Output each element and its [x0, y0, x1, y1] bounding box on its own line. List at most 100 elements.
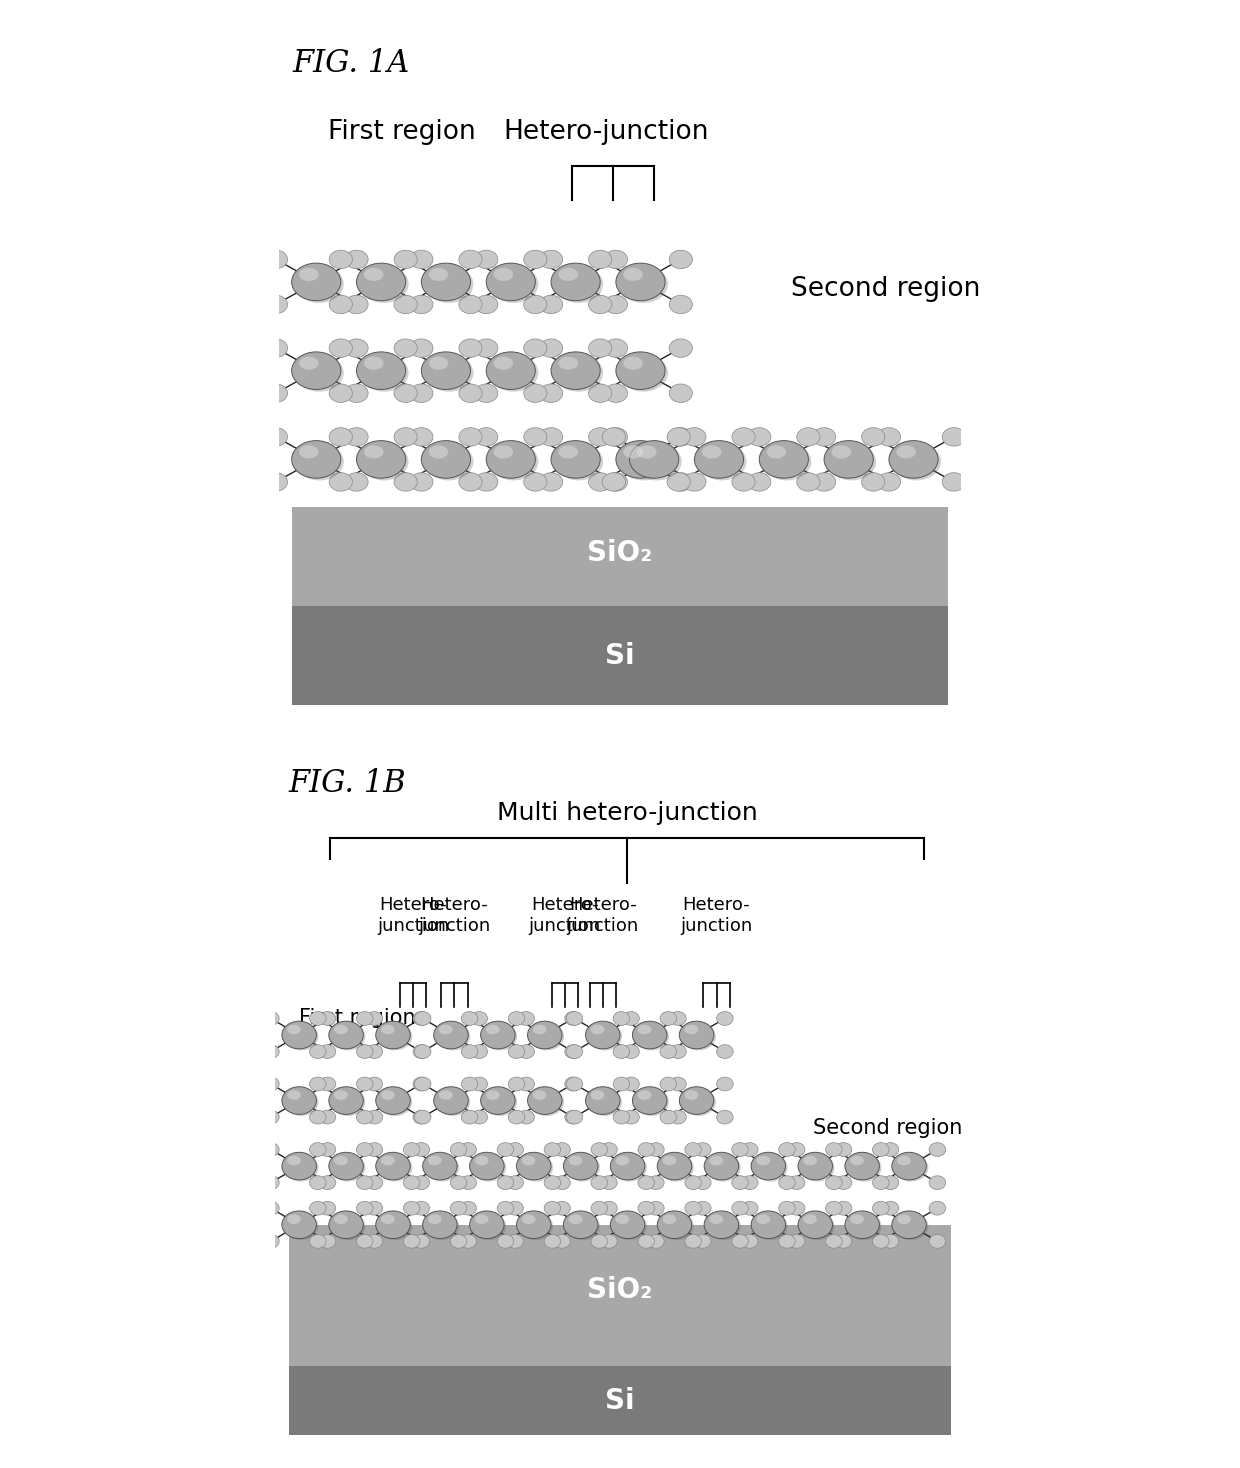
Ellipse shape	[789, 1142, 805, 1157]
Ellipse shape	[471, 1011, 487, 1025]
Ellipse shape	[394, 427, 417, 446]
Ellipse shape	[471, 1078, 487, 1091]
Ellipse shape	[897, 1155, 911, 1166]
Ellipse shape	[742, 1176, 758, 1189]
Ellipse shape	[763, 443, 811, 480]
Ellipse shape	[942, 427, 966, 446]
Ellipse shape	[564, 1110, 582, 1124]
Text: Hetero-junction: Hetero-junction	[503, 119, 709, 145]
Ellipse shape	[637, 1091, 651, 1100]
Ellipse shape	[345, 295, 368, 314]
Ellipse shape	[345, 473, 368, 492]
Ellipse shape	[704, 1152, 739, 1180]
Ellipse shape	[475, 1155, 489, 1166]
Ellipse shape	[622, 1011, 640, 1025]
Ellipse shape	[670, 295, 692, 314]
Ellipse shape	[717, 1110, 733, 1124]
Ellipse shape	[522, 1214, 536, 1224]
Ellipse shape	[544, 1201, 560, 1216]
Ellipse shape	[929, 1142, 946, 1157]
Ellipse shape	[460, 1201, 476, 1216]
Ellipse shape	[564, 1078, 582, 1091]
Ellipse shape	[667, 427, 691, 446]
Ellipse shape	[647, 1235, 665, 1248]
Ellipse shape	[424, 443, 474, 480]
Text: Hetero-
junction: Hetero- junction	[377, 895, 449, 935]
Ellipse shape	[288, 1214, 301, 1224]
Ellipse shape	[632, 443, 682, 480]
Ellipse shape	[461, 1078, 477, 1091]
Ellipse shape	[429, 357, 449, 370]
Ellipse shape	[670, 473, 692, 492]
Ellipse shape	[378, 1154, 413, 1182]
Ellipse shape	[680, 1086, 714, 1114]
Ellipse shape	[851, 1155, 864, 1166]
Ellipse shape	[613, 1154, 647, 1182]
Ellipse shape	[624, 445, 642, 458]
Ellipse shape	[461, 1110, 477, 1124]
Ellipse shape	[414, 1110, 432, 1124]
Ellipse shape	[356, 1201, 373, 1216]
Ellipse shape	[482, 1023, 517, 1051]
Ellipse shape	[894, 1213, 929, 1240]
Ellipse shape	[494, 357, 513, 370]
Bar	[289, 1367, 951, 1436]
Ellipse shape	[471, 1110, 487, 1124]
Ellipse shape	[518, 1213, 553, 1240]
Ellipse shape	[635, 1023, 670, 1051]
Ellipse shape	[799, 1211, 832, 1239]
Ellipse shape	[894, 1154, 929, 1182]
Ellipse shape	[413, 1201, 429, 1216]
Ellipse shape	[558, 357, 578, 370]
Ellipse shape	[403, 1176, 420, 1189]
Ellipse shape	[670, 339, 692, 357]
Ellipse shape	[873, 1142, 889, 1157]
Ellipse shape	[836, 1201, 852, 1216]
Ellipse shape	[551, 263, 600, 301]
Ellipse shape	[709, 1155, 723, 1166]
Ellipse shape	[539, 339, 563, 357]
Ellipse shape	[812, 427, 836, 446]
Ellipse shape	[873, 1235, 889, 1248]
Ellipse shape	[558, 267, 578, 280]
Ellipse shape	[356, 1176, 373, 1189]
Ellipse shape	[264, 295, 288, 314]
Ellipse shape	[329, 1211, 363, 1239]
Ellipse shape	[378, 1023, 413, 1051]
Ellipse shape	[742, 1235, 758, 1248]
Ellipse shape	[414, 1078, 432, 1091]
Ellipse shape	[539, 295, 563, 314]
Ellipse shape	[826, 1142, 842, 1157]
Ellipse shape	[694, 1142, 711, 1157]
Text: FIG. 1A: FIG. 1A	[293, 48, 409, 79]
Ellipse shape	[604, 295, 627, 314]
Ellipse shape	[804, 1155, 817, 1166]
Ellipse shape	[263, 1045, 279, 1058]
Ellipse shape	[471, 1045, 487, 1058]
Ellipse shape	[508, 1045, 525, 1058]
Ellipse shape	[263, 1142, 279, 1157]
Ellipse shape	[554, 266, 603, 302]
Text: Hetero-
junction: Hetero- junction	[418, 895, 491, 935]
Ellipse shape	[588, 1088, 622, 1116]
Ellipse shape	[429, 445, 449, 458]
Ellipse shape	[439, 1025, 453, 1035]
Ellipse shape	[425, 1154, 459, 1182]
Ellipse shape	[319, 1110, 336, 1124]
Ellipse shape	[486, 1025, 500, 1035]
Ellipse shape	[615, 1155, 630, 1166]
Text: Second region: Second region	[813, 1119, 962, 1138]
Ellipse shape	[319, 1011, 336, 1025]
Ellipse shape	[662, 1214, 676, 1224]
Ellipse shape	[569, 1155, 583, 1166]
Ellipse shape	[878, 473, 900, 492]
Ellipse shape	[481, 1086, 515, 1114]
Ellipse shape	[295, 266, 343, 302]
Ellipse shape	[413, 1110, 429, 1124]
Ellipse shape	[660, 1154, 694, 1182]
Ellipse shape	[670, 1110, 686, 1124]
Ellipse shape	[680, 1022, 714, 1048]
Ellipse shape	[600, 1235, 618, 1248]
Text: Hetero-
junction: Hetero- junction	[567, 895, 639, 935]
Ellipse shape	[683, 473, 706, 492]
